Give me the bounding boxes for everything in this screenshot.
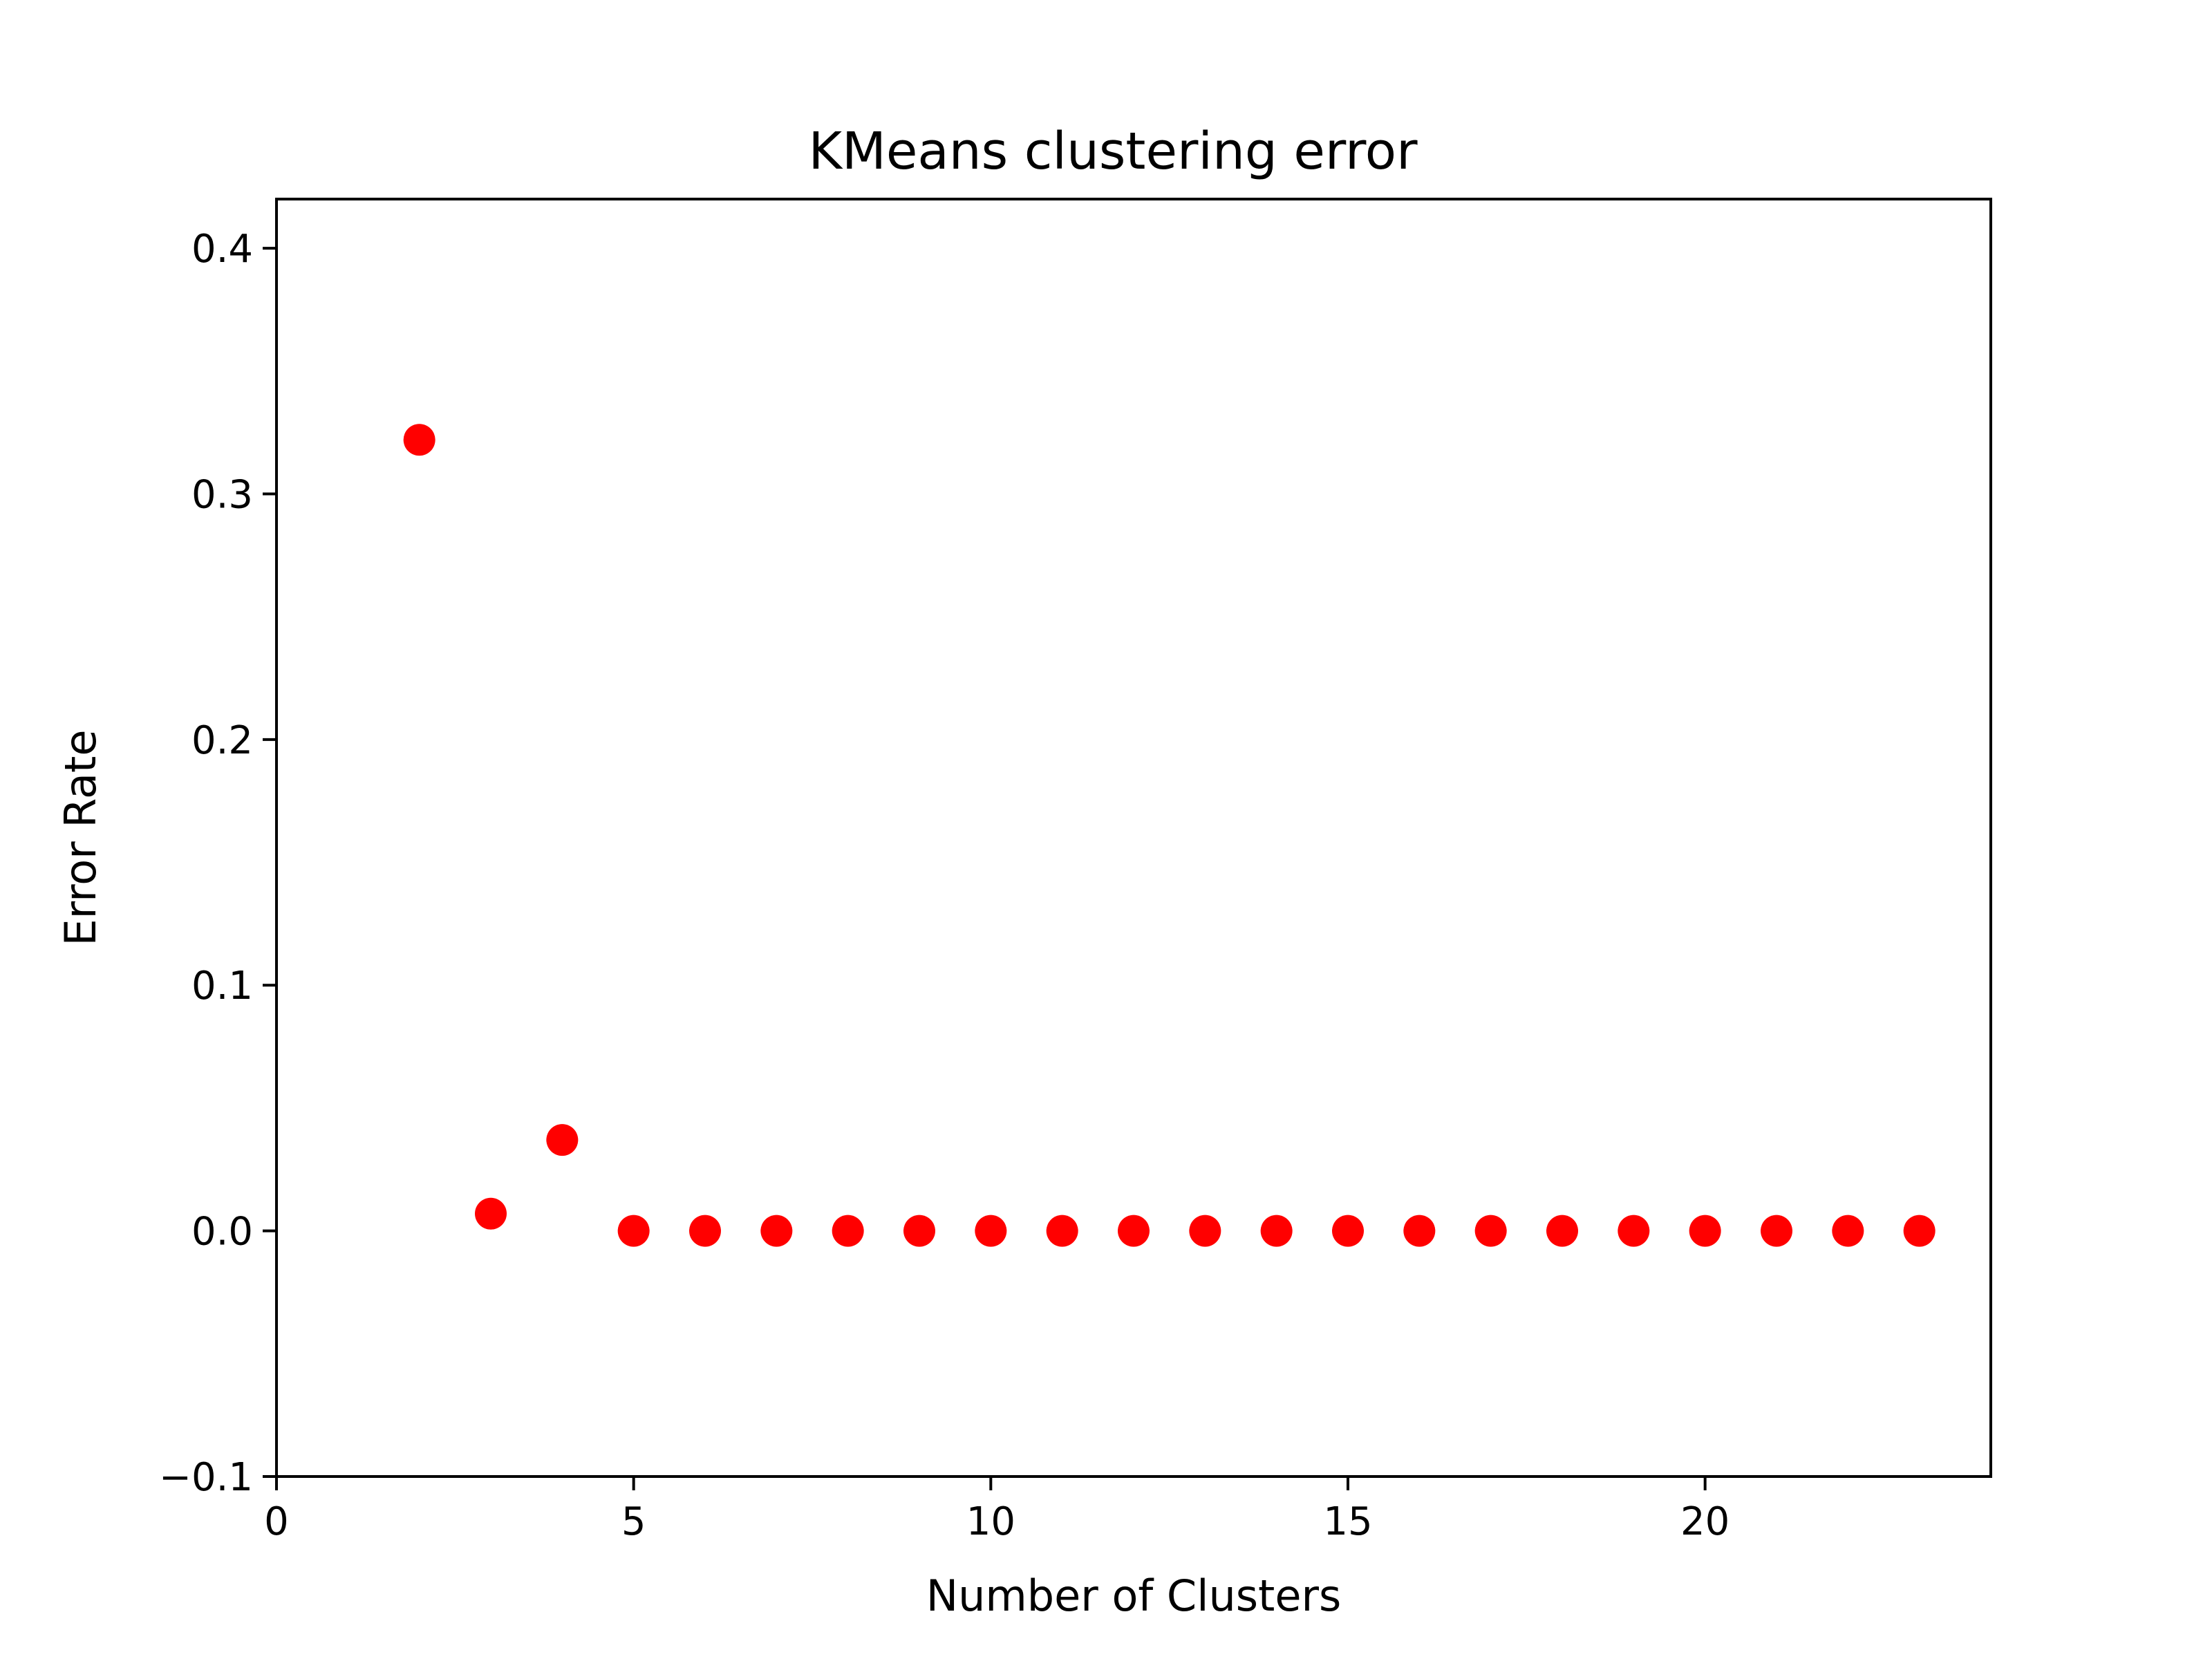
y-axis-label: Error Rate (55, 730, 106, 946)
data-point (1046, 1215, 1078, 1247)
x-tick-label: 0 (264, 1499, 289, 1544)
data-point (975, 1215, 1007, 1247)
data-point (1332, 1215, 1364, 1247)
data-point (475, 1197, 507, 1230)
data-point (1832, 1215, 1864, 1247)
y-tick-label: 0.3 (191, 472, 253, 517)
y-tick-label: 0.1 (191, 964, 253, 1009)
data-point (1689, 1215, 1721, 1247)
data-point (1903, 1215, 1936, 1247)
y-tick-label: 0.0 (191, 1210, 253, 1255)
data-point (1761, 1215, 1792, 1247)
data-point (1189, 1215, 1221, 1247)
data-point (689, 1215, 721, 1247)
data-point (403, 424, 435, 456)
data-point (1403, 1215, 1436, 1247)
data-point (1118, 1215, 1150, 1247)
data-point (760, 1215, 793, 1247)
x-tick-label: 10 (966, 1499, 1015, 1544)
data-point (832, 1215, 864, 1247)
y-tick-label: 0.4 (191, 227, 253, 272)
plot-area (275, 198, 1992, 1478)
x-axis-label: Number of Clusters (926, 1571, 1342, 1621)
y-tick-label: 0.2 (191, 718, 253, 763)
data-point (1260, 1215, 1293, 1247)
data-point (1546, 1215, 1578, 1247)
x-tick-label: 20 (1680, 1499, 1730, 1544)
x-tick-label: 5 (621, 1499, 646, 1544)
data-point (903, 1215, 935, 1247)
data-point (617, 1215, 650, 1247)
chart-title: KMeans clustering error (809, 122, 1418, 181)
data-point (546, 1124, 579, 1156)
data-points (403, 424, 1936, 1247)
x-axis: 0 5 10 15 20 (264, 1477, 1730, 1544)
data-point (1618, 1215, 1650, 1247)
y-tick-label: −0.1 (159, 1455, 253, 1500)
y-axis: −0.1 0.0 0.1 0.2 0.3 0.4 (159, 227, 276, 1500)
x-tick-label: 15 (1323, 1499, 1372, 1544)
data-point (1474, 1215, 1507, 1247)
